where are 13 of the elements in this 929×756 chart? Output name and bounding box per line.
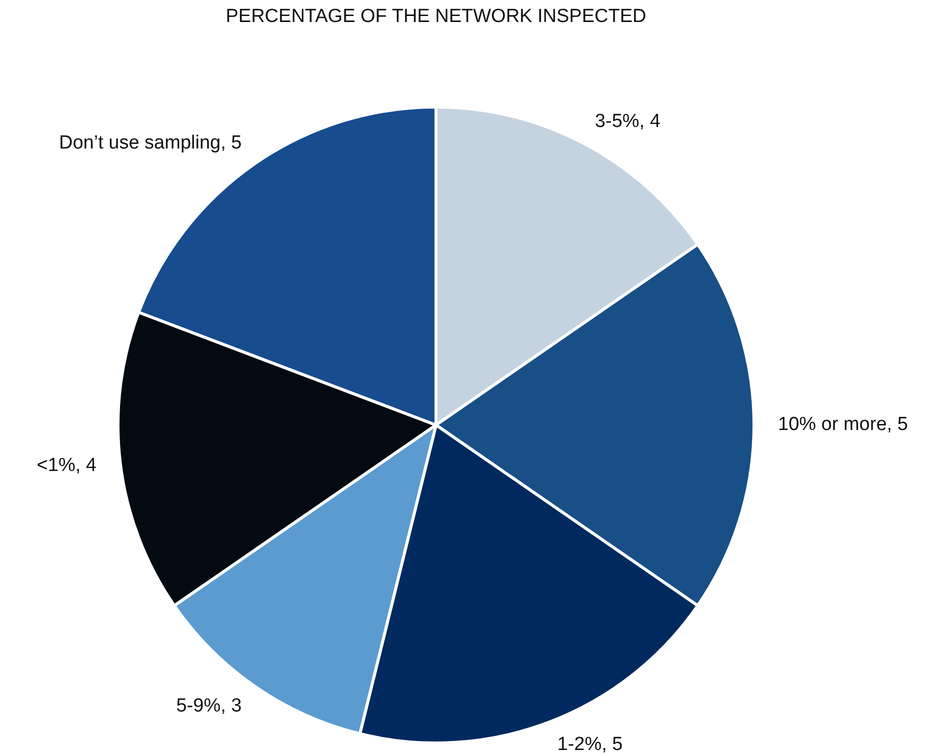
- data-label: , 4: [75, 455, 97, 476]
- data-label: , 5: [220, 132, 242, 154]
- slice-label: 1-2%: [557, 734, 602, 755]
- slice-label: 3-5%: [594, 111, 640, 132]
- slice-label: Don’t use sampling: [59, 132, 221, 154]
- data-label: , 3: [220, 695, 242, 716]
- slice-label: 5-9%: [176, 695, 221, 716]
- data-label: , 4: [639, 111, 661, 132]
- data-label: , 5: [602, 734, 623, 755]
- data-label: , 5: [886, 414, 908, 436]
- slice-label: 10% or more: [778, 414, 887, 436]
- chart-title: PERCENTAGE OF THE NETWORK INSPECTED: [226, 6, 646, 27]
- slice-label: <1%: [36, 455, 76, 476]
